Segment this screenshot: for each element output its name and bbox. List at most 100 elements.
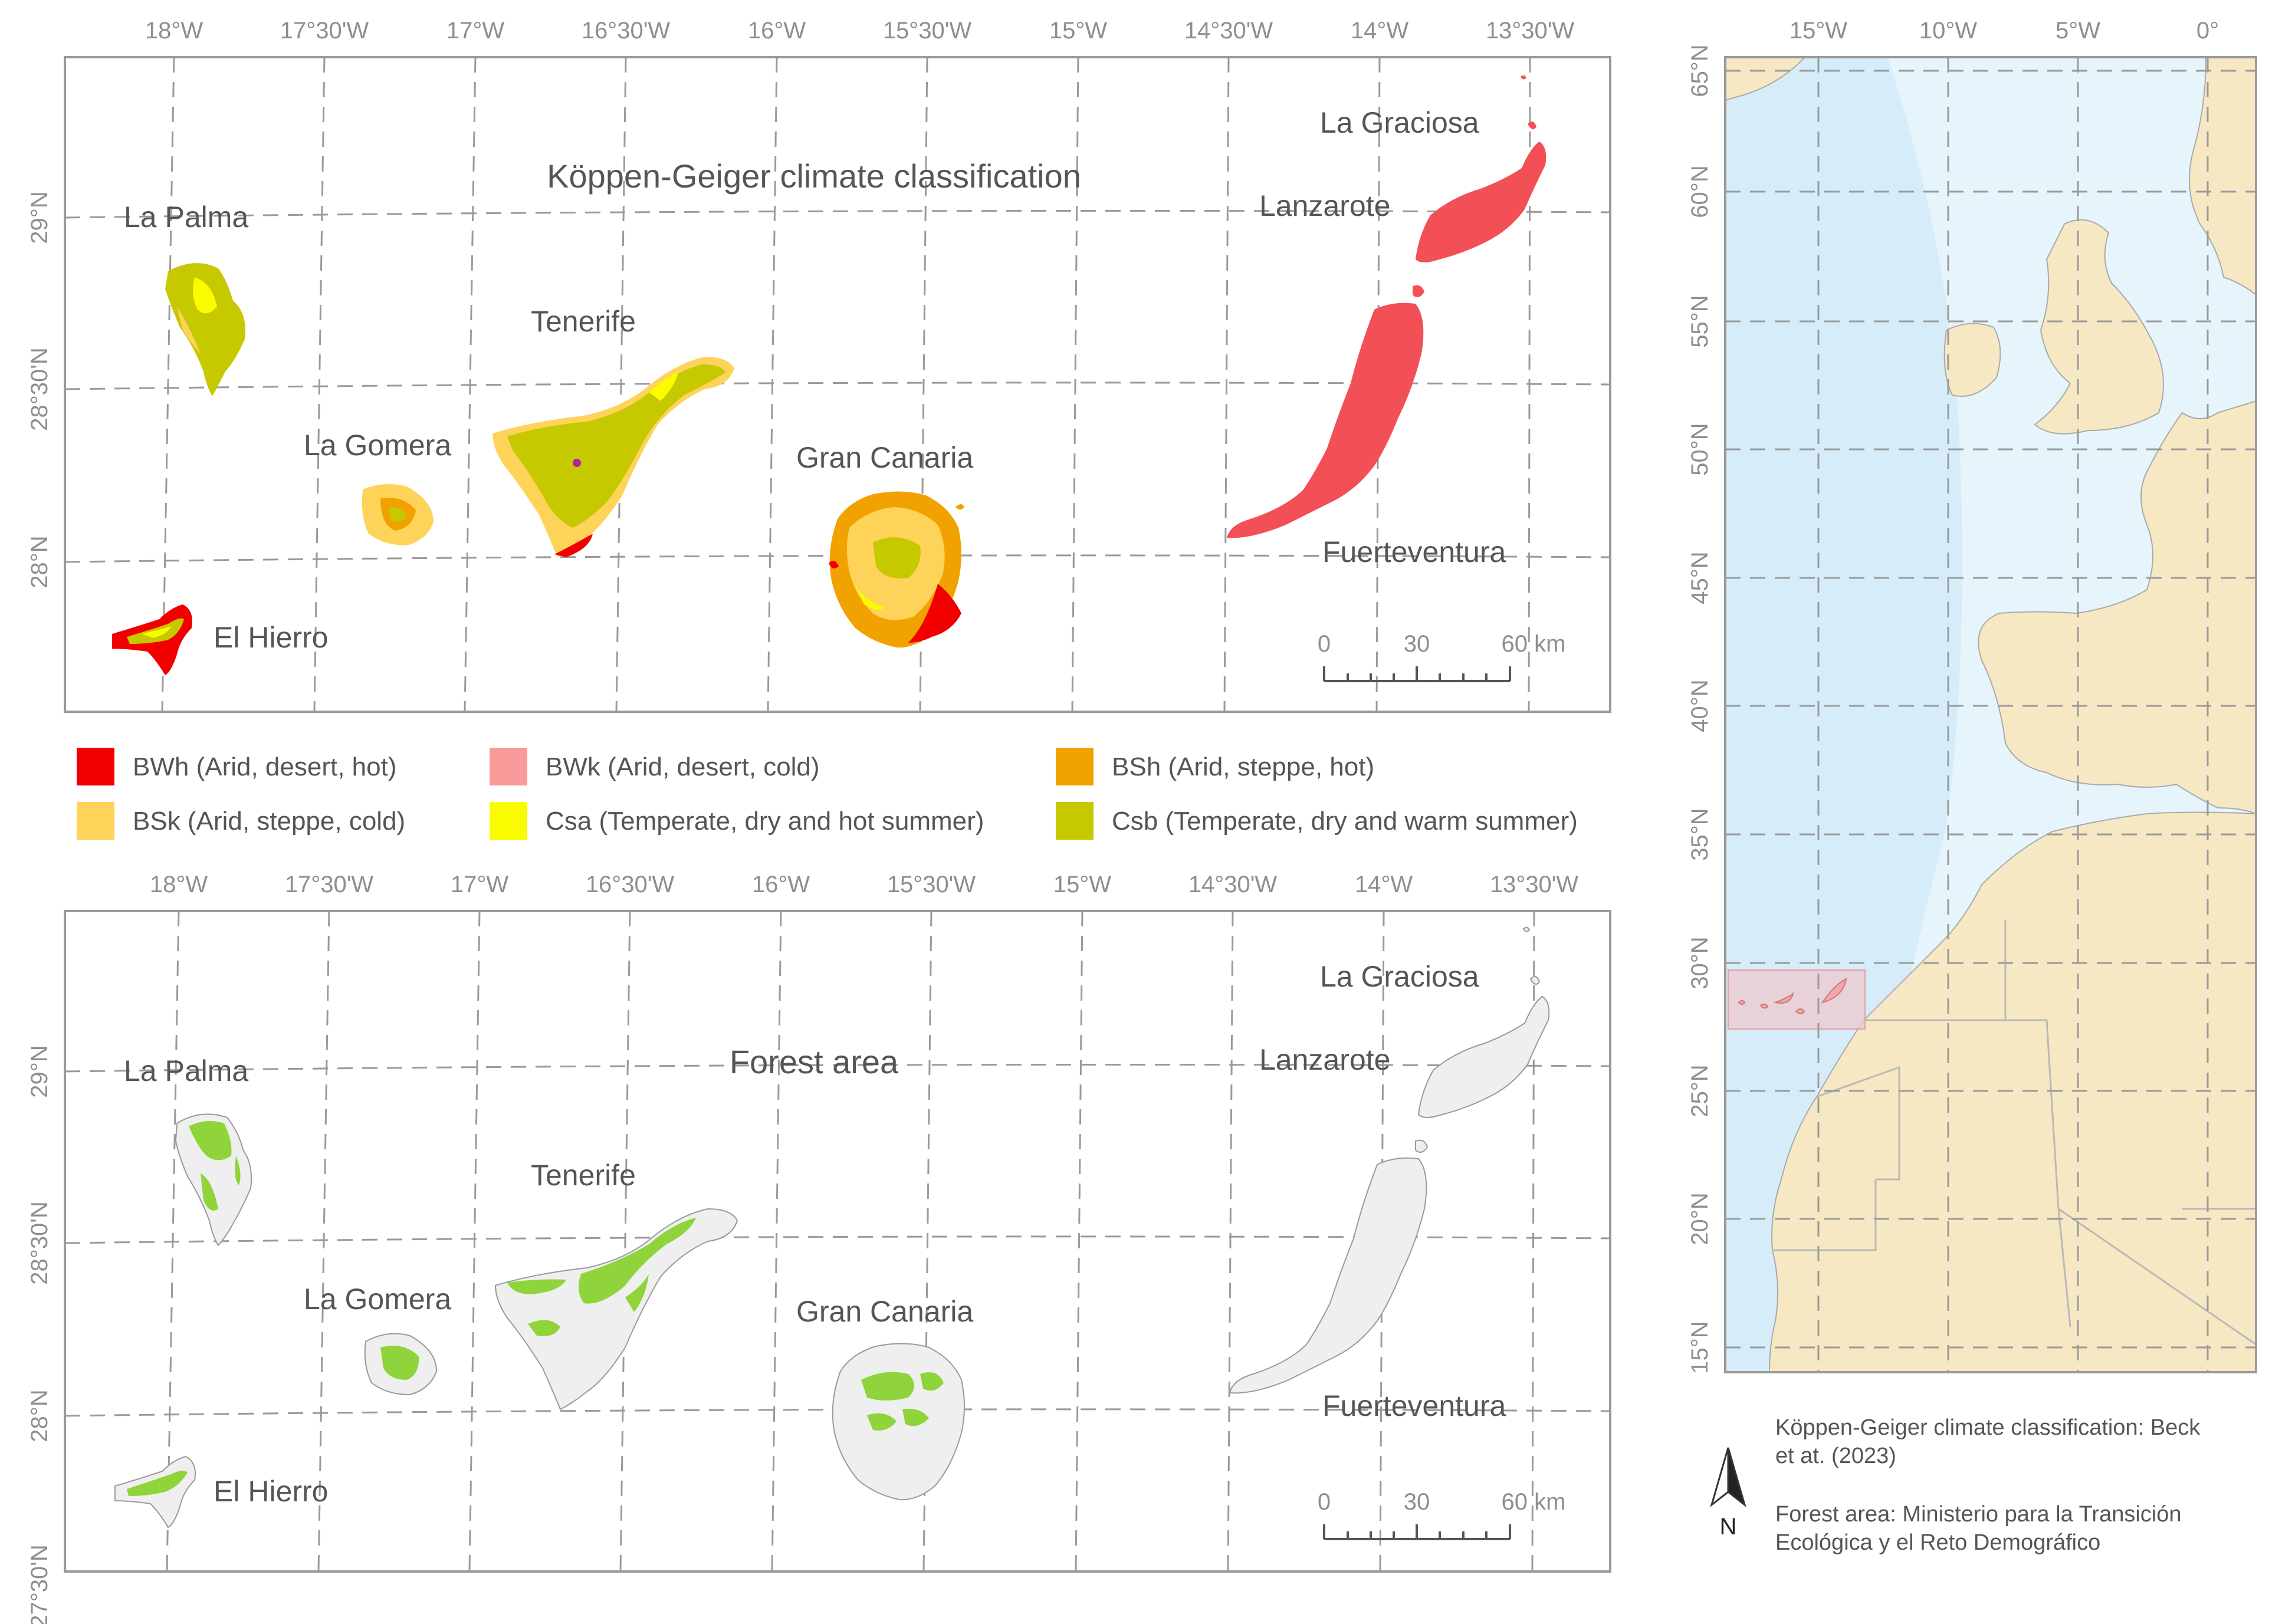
great-britain-land [2034,219,2164,435]
lon-tick-label: 15°30'W [883,18,972,44]
lat-tick-label: 40°N [1687,679,1713,732]
scandinavia-land [2189,57,2256,296]
lat-tick-label: 29°N [27,191,52,244]
lon-tick-label: 16°30'W [586,872,675,898]
island-label: Tenerife [531,305,636,338]
lon-tick-label: 17°W [446,18,504,44]
lon-tick-label: 10°W [1919,18,1977,44]
legend-swatch [490,802,527,840]
lat-tick-label: 28°30'N [27,347,52,431]
legend-label: BSk (Arid, steppe, cold) [133,807,405,836]
lon-tick-label: 14°30'W [1188,872,1278,898]
legend-swatch [77,802,114,840]
forest-map-scale-bar: 0 30 60 km [1318,1489,1566,1540]
north-arrow-right-icon [1727,1447,1746,1508]
inset-extent-box [1728,969,1866,1030]
island-label: El Hierro [214,1475,328,1508]
lat-tick-label: 20°N [1687,1192,1713,1245]
lat-tick-label: 25°N [1687,1064,1713,1117]
island-label: La Graciosa [1320,106,1479,139]
climate-legend: BWh (Arid, desert, hot) BWk (Arid, desert… [77,748,1578,840]
forest-map-island-labels: La Palma La Gomera El Hierro Tenerife Gran C… [124,960,1506,1508]
tenerife-island [492,357,734,557]
island-label: Gran Canaria [796,441,973,474]
credit-text: Forest area: Ministerio para la Transici… [1775,1502,2182,1527]
overview-map-frame [1724,56,2257,1373]
scale-label: 0 [1318,1489,1331,1515]
lat-tick-label: 60°N [1687,165,1713,218]
lat-tick-label: 50°N [1687,423,1713,475]
lon-tick-label: 16°W [748,18,806,44]
scale-label: 60 km [1502,631,1566,657]
lat-tick-label: 30°N [1687,936,1713,989]
legend-label: Csa (Temperate, dry and hot summer) [546,807,984,836]
north-arrow-label: N [1720,1514,1737,1540]
north-arrow-left-icon [1710,1447,1729,1508]
legend-label: BWk (Arid, desert, cold) [546,752,820,781]
island-label: Lanzarote [1259,189,1390,222]
lon-tick-label: 5°W [2056,18,2100,44]
la-palma-island [175,1113,252,1247]
scale-label: 30 [1404,631,1430,657]
lon-tick-label: 14°30'W [1184,18,1273,44]
scale-label: 60 km [1502,1489,1566,1515]
el-hierro-island [112,604,192,675]
climate-map: 0 30 60 km Köppen-Geiger climate classif… [27,18,1611,713]
lon-tick-label: 16°W [752,872,810,898]
lat-tick-label: 28°N [27,1389,52,1442]
lon-tick-label: 13°30'W [1486,18,1575,44]
lon-tick-label: 14°W [1355,872,1413,898]
legend-swatch [77,748,114,785]
gran-canaria-island [829,491,964,648]
lon-tick-label: 15°W [1790,18,1847,44]
island-label: Fuerteventura [1322,1389,1506,1422]
la-palma-island [165,263,245,396]
lon-tick-label: 13°30'W [1490,872,1579,898]
lat-tick-label: 28°N [27,535,52,588]
island-label: Tenerife [531,1159,636,1192]
gran-canaria-island [832,1343,965,1501]
lat-tick-label: 45°N [1687,551,1713,604]
overview-map: 15°W 10°W 5°W 0° 65°N 60°N 55°N 50°N 45°N 40°N 35… [1687,18,2257,1374]
credit-text: Köppen-Geiger climate classification: Be… [1775,1415,2201,1440]
europe-land [1978,400,2256,815]
lon-tick-label: 18°W [145,18,203,44]
island-label: Fuerteventura [1322,535,1506,568]
lon-tick-label: 15°W [1049,18,1107,44]
la-gomera-island [362,484,434,545]
climate-map-island-labels: La Palma La Gomera El Hierro Tenerife Gran C… [124,106,1506,654]
forest-map-title: Forest area [730,1043,899,1080]
overview-lat-ticks: 65°N 60°N 55°N 50°N 45°N 40°N 35°N 30°N 25°N 20°N… [1687,44,1713,1373]
legend-swatch [490,748,527,785]
island-label: La Palma [124,200,248,234]
forest-map-lat-ticks: 29°N 28°30'N 28°N 27°30'N [27,1045,52,1624]
fuerteventura-island [1229,1139,1429,1394]
la-gomera-island [364,1333,438,1396]
greenland-land [1725,57,1806,101]
fuerteventura-island [1227,285,1424,538]
lon-tick-label: 15°W [1053,872,1111,898]
legend-label: BWh (Arid, desert, hot) [133,752,396,781]
forest-map-frame [64,910,1611,1573]
island-label: La Gomera [304,1283,451,1316]
lon-tick-label: 18°W [150,872,208,898]
legend-swatch [1056,802,1094,840]
country-borders [1772,920,2256,1346]
lat-tick-label: 15°N [1687,1321,1713,1373]
credits: Köppen-Geiger climate classification: Be… [1775,1415,2201,1555]
scale-label: 30 [1404,1489,1430,1515]
forest-map-lon-ticks: 18°W 17°30'W 17°W 16°30'W 16°W 15°30'W 15°W 14°… [150,872,1579,898]
forest-map: 0 30 60 km Forest area 18°W 17°30'W 17°W 16… [27,872,1611,1624]
lanzarote-island [1417,926,1550,1118]
climate-map-title: Köppen-Geiger climate classification [547,157,1081,195]
lon-tick-label: 15°30'W [887,872,976,898]
el-hierro-island [114,1455,196,1528]
lat-tick-label: 27°30'N [27,1544,52,1624]
canary-islands-mini [1738,978,1847,1014]
credit-text: et at. (2023) [1775,1444,1896,1468]
lat-tick-label: 55°N [1687,295,1713,347]
credit-text: Ecológica y el Reto Demográfico [1775,1530,2100,1555]
scale-label: 0 [1318,631,1331,657]
north-arrow: N [1710,1447,1746,1540]
